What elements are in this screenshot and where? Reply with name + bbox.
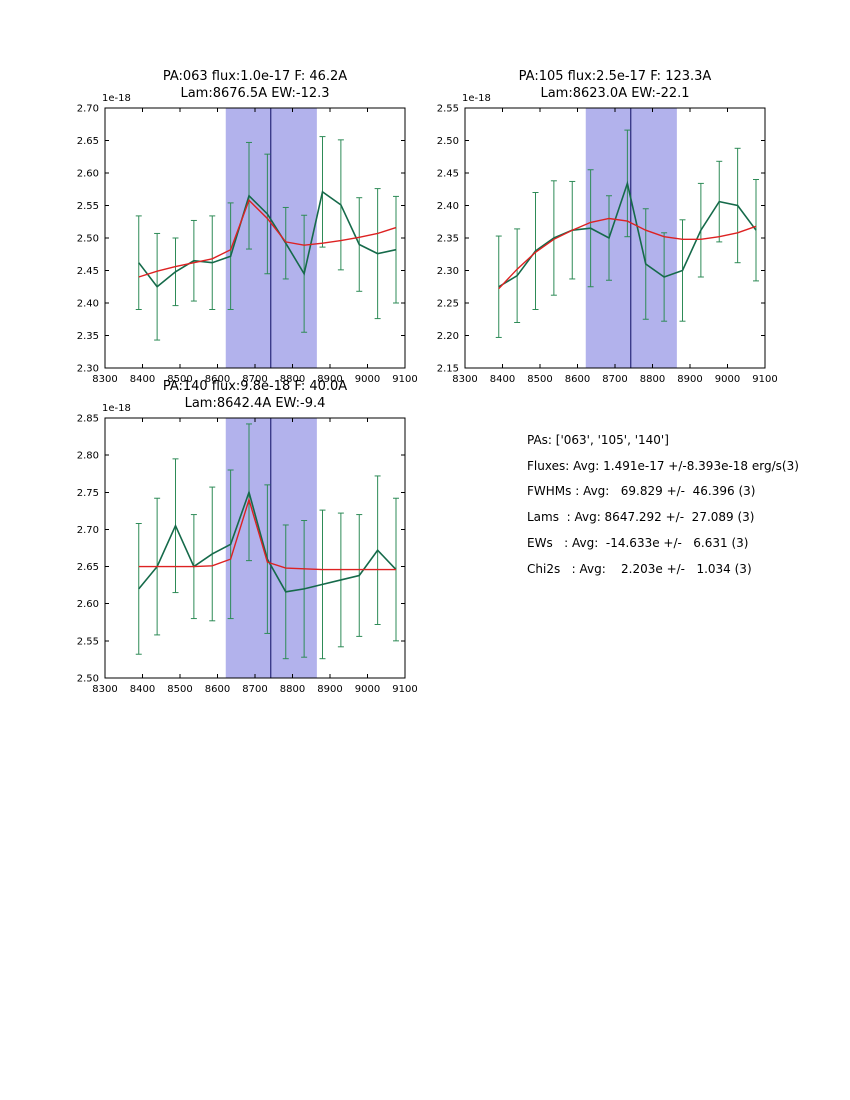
plot-canvas-pa063: 8300 8400 8500 8600 8700 8800 8900 9000 9100 2.30… (77, 104, 418, 386)
svg-text:2.20: 2.20 (437, 331, 459, 342)
svg-text:8800: 8800 (640, 374, 665, 385)
stats-chi2s: Chi2s : Avg: 2.203e +/- 1.034 (3) (527, 561, 752, 576)
svg-text:2.35: 2.35 (77, 331, 99, 342)
stats-fluxes: Fluxes: Avg: 1.491e-17 +/-8.393e-18 erg/… (527, 458, 799, 473)
svg-text:8300: 8300 (92, 374, 117, 385)
plot-title-line2: Lam:8676.5A EW:-12.3 (180, 86, 330, 101)
stats-ews: EWs : Avg: -14.633e +/- 6.631 (3) (527, 535, 749, 550)
svg-text:9000: 9000 (715, 374, 740, 385)
svg-text:2.70: 2.70 (77, 525, 99, 536)
svg-text:2.65: 2.65 (77, 136, 99, 147)
plot-title-line1: PA:140 flux:9.8e-18 F: 40.0A (162, 379, 348, 394)
svg-text:2.40: 2.40 (77, 299, 99, 310)
svg-text:2.55: 2.55 (77, 201, 99, 212)
svg-text:2.50: 2.50 (77, 234, 99, 245)
svg-text:8400: 8400 (130, 684, 155, 695)
spectrum-plot-pa140: PA:140 flux:9.8e-18 F: 40.0A Lam:8642.4A… (45, 378, 425, 708)
svg-text:8700: 8700 (242, 684, 267, 695)
svg-text:2.45: 2.45 (437, 169, 459, 180)
svg-text:8700: 8700 (242, 374, 267, 385)
svg-text:8300: 8300 (92, 684, 117, 695)
svg-text:9000: 9000 (355, 374, 380, 385)
svg-text:2.85: 2.85 (77, 414, 99, 425)
svg-text:2.15: 2.15 (437, 364, 459, 375)
svg-text:8800: 8800 (280, 374, 305, 385)
svg-text:8600: 8600 (205, 684, 230, 695)
svg-text:2.80: 2.80 (77, 451, 99, 462)
svg-text:2.70: 2.70 (77, 104, 99, 115)
svg-text:9100: 9100 (392, 684, 417, 695)
stats-fwhms: FWHMs : Avg: 69.829 +/- 46.396 (3) (527, 484, 756, 499)
plot-title-line1: PA:063 flux:1.0e-17 F: 46.2A (162, 69, 348, 84)
svg-text:8900: 8900 (317, 374, 342, 385)
svg-text:8300: 8300 (452, 374, 477, 385)
svg-text:8500: 8500 (527, 374, 552, 385)
svg-text:8400: 8400 (490, 374, 515, 385)
svg-text:2.30: 2.30 (437, 266, 459, 277)
svg-text:2.55: 2.55 (77, 636, 99, 647)
y-axis-offset-label: 1e-18 (462, 93, 491, 104)
y-axis-offset-label: 1e-18 (102, 403, 131, 414)
svg-text:2.35: 2.35 (437, 234, 459, 245)
svg-text:8400: 8400 (130, 374, 155, 385)
svg-text:8600: 8600 (205, 374, 230, 385)
spectrum-plot-pa063: PA:063 flux:1.0e-17 F: 46.2A Lam:8676.5A… (45, 68, 425, 398)
svg-text:2.45: 2.45 (77, 266, 99, 277)
stats-pas: PAs: ['063', '105', '140'] (527, 433, 669, 447)
svg-text:8800: 8800 (280, 684, 305, 695)
svg-text:2.75: 2.75 (77, 488, 99, 499)
svg-text:2.50: 2.50 (77, 674, 99, 685)
svg-text:9000: 9000 (355, 684, 380, 695)
svg-text:9100: 9100 (752, 374, 777, 385)
svg-text:2.40: 2.40 (437, 201, 459, 212)
stats-panel: PAs: ['063', '105', '140'] Fluxes: Avg: … (527, 428, 799, 582)
plot-canvas-pa140: 8300 8400 8500 8600 8700 8800 8900 9000 9100 2.50… (77, 414, 418, 696)
svg-text:8900: 8900 (677, 374, 702, 385)
svg-text:8500: 8500 (167, 374, 192, 385)
svg-text:2.50: 2.50 (437, 136, 459, 147)
plot-title-line2: Lam:8623.0A EW:-22.1 (540, 86, 690, 101)
plot-title-line2: Lam:8642.4A EW:-9.4 (184, 396, 326, 411)
svg-text:2.60: 2.60 (77, 599, 99, 610)
svg-text:2.25: 2.25 (437, 299, 459, 310)
y-axis-offset-label: 1e-18 (102, 93, 131, 104)
svg-text:8600: 8600 (565, 374, 590, 385)
svg-text:9100: 9100 (392, 374, 417, 385)
svg-text:2.55: 2.55 (437, 104, 459, 115)
spectrum-plot-pa105: PA:105 flux:2.5e-17 F: 123.3A Lam:8623.0… (405, 68, 785, 398)
svg-text:2.30: 2.30 (77, 364, 99, 375)
svg-text:8500: 8500 (167, 684, 192, 695)
svg-text:8900: 8900 (317, 684, 342, 695)
plot-title-line1: PA:105 flux:2.5e-17 F: 123.3A (518, 69, 712, 84)
plot-canvas-pa105: 8300 8400 8500 8600 8700 8800 8900 9000 9100 2.15… (437, 104, 778, 386)
stats-lams: Lams : Avg: 8647.292 +/- 27.089 (3) (527, 510, 755, 525)
svg-text:2.65: 2.65 (77, 562, 99, 573)
svg-text:8700: 8700 (602, 374, 627, 385)
svg-text:2.60: 2.60 (77, 169, 99, 180)
